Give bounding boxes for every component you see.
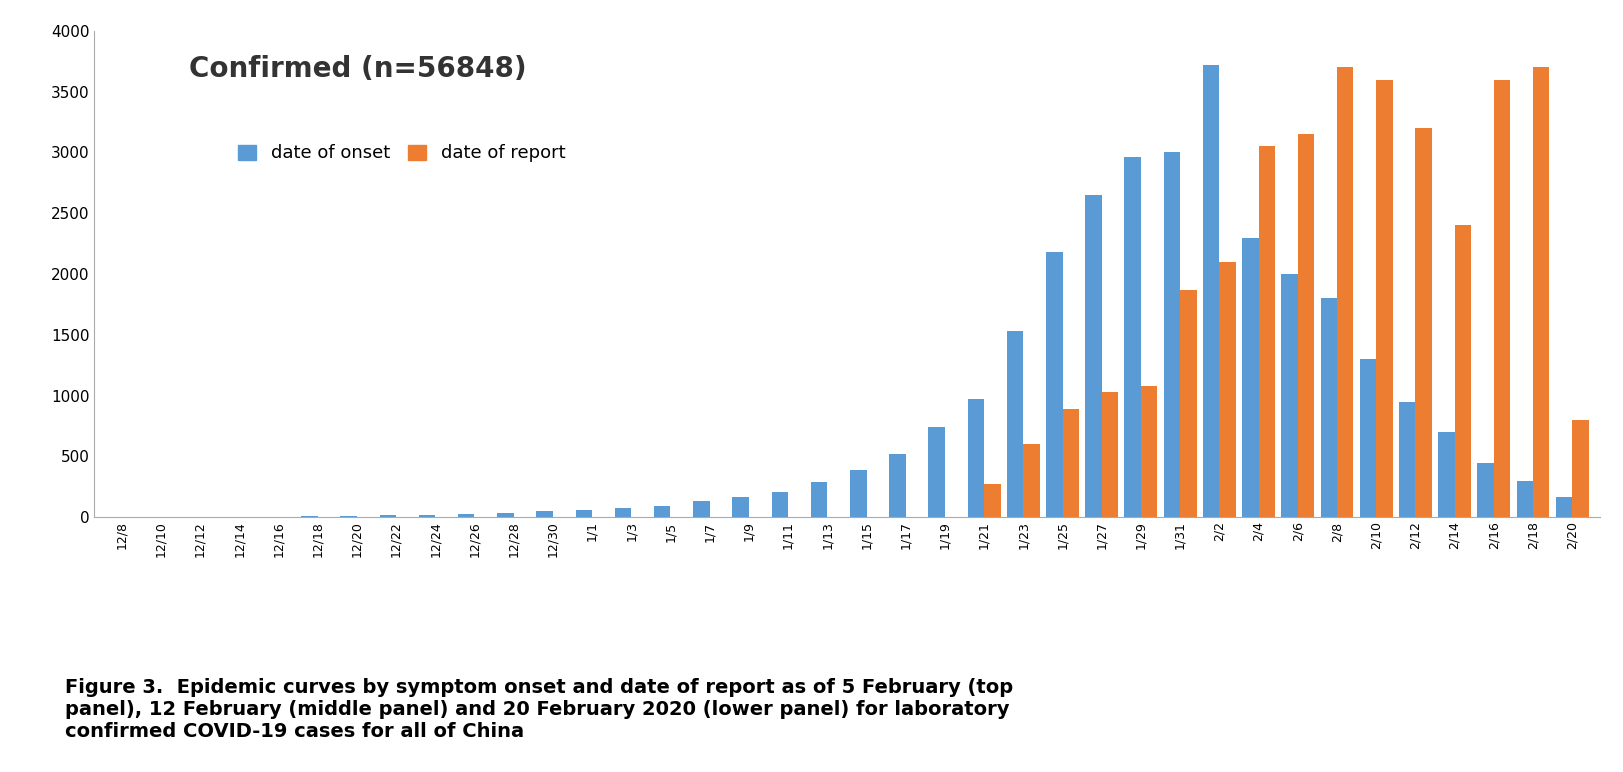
Bar <box>1258 147 1274 517</box>
Bar <box>1006 331 1022 517</box>
Bar <box>1571 420 1587 517</box>
Bar <box>889 454 906 517</box>
Bar <box>1397 401 1415 517</box>
Bar <box>1493 80 1509 517</box>
Bar <box>1375 80 1393 517</box>
Bar <box>771 492 787 517</box>
Bar <box>693 502 709 517</box>
Bar <box>341 516 357 517</box>
Bar <box>1100 392 1118 517</box>
Legend: date of onset, date of report: date of onset, date of report <box>230 137 573 170</box>
Bar <box>1454 225 1470 517</box>
Bar <box>1336 67 1352 517</box>
Bar <box>1516 481 1532 517</box>
Bar <box>732 496 748 517</box>
Bar <box>967 399 984 517</box>
Bar <box>1061 409 1078 517</box>
Bar <box>1555 496 1571 517</box>
Bar <box>1203 65 1219 517</box>
Bar <box>1415 128 1431 517</box>
Text: Confirmed (n=56848): Confirmed (n=56848) <box>188 56 526 83</box>
Bar <box>1141 386 1157 517</box>
Bar <box>419 515 435 517</box>
Bar <box>1123 157 1141 517</box>
Bar <box>1532 67 1548 517</box>
Bar <box>536 511 552 517</box>
Bar <box>497 513 513 517</box>
Bar <box>1438 432 1454 517</box>
Bar <box>1297 134 1313 517</box>
Bar <box>1242 238 1258 517</box>
Bar <box>810 482 826 517</box>
Bar <box>849 470 867 517</box>
Bar <box>1164 153 1180 517</box>
Bar <box>1281 274 1297 517</box>
Bar <box>1477 462 1493 517</box>
Bar <box>1180 290 1196 517</box>
Bar <box>928 427 945 517</box>
Bar <box>458 513 474 517</box>
Bar <box>1219 262 1235 517</box>
Bar <box>984 484 1000 517</box>
Bar <box>1022 444 1039 517</box>
Bar <box>654 506 670 517</box>
Bar <box>575 510 592 517</box>
Bar <box>615 508 631 517</box>
Bar <box>380 515 396 517</box>
Bar <box>300 516 318 517</box>
Bar <box>1084 195 1100 517</box>
Bar <box>1358 359 1375 517</box>
Bar <box>1319 298 1336 517</box>
Bar <box>1045 252 1061 517</box>
Text: Figure 3.  Epidemic curves by symptom onset and date of report as of 5 February : Figure 3. Epidemic curves by symptom ons… <box>65 678 1013 741</box>
